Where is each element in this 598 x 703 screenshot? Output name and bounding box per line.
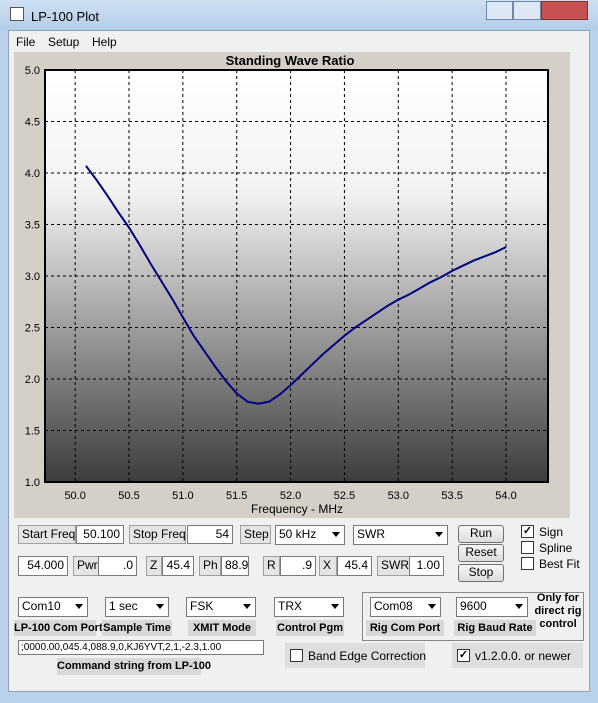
y-tick-label: 3.5 [25, 220, 40, 232]
panel [452, 643, 583, 668]
input[interactable]: 45.4 [162, 556, 194, 576]
checkbox[interactable]: ✓ [457, 649, 470, 662]
label: X [319, 556, 337, 576]
label: Ph [199, 556, 221, 576]
caption: LP-100 Com Port [14, 620, 103, 636]
label: Start Freq [18, 525, 76, 544]
x-tick-label: 53.5 [441, 490, 462, 502]
data-line [85, 165, 507, 405]
checkbox[interactable] [290, 649, 303, 662]
y-tick-label: 4.0 [25, 168, 40, 180]
input[interactable]: .0 [98, 556, 137, 576]
x-tick-label: 50.5 [118, 490, 139, 502]
checkbox[interactable]: ✓ [521, 525, 534, 538]
dropdown[interactable]: Com10 [18, 597, 88, 617]
group-box [362, 592, 584, 641]
x-tick-label: 54.0 [495, 490, 516, 502]
caption: Command string from LP-100 [57, 658, 211, 675]
checkbox[interactable] [521, 557, 534, 570]
checkbox[interactable] [521, 541, 534, 554]
button[interactable]: Reset [458, 544, 504, 562]
y-tick-label: 2.5 [25, 323, 40, 335]
menu-item[interactable]: Setup [48, 35, 80, 49]
chart-title: Standing Wave Ratio [226, 53, 355, 68]
caption: Rig Baud Rate [454, 620, 536, 636]
dropdown[interactable]: SWR [353, 525, 448, 545]
dropdown[interactable]: 1 sec [105, 597, 169, 617]
input[interactable]: 50.100 [76, 525, 124, 544]
checkbox-label: Sign [539, 525, 564, 539]
label: Step [240, 525, 271, 544]
app-icon [10, 7, 24, 21]
checkbox-label: Spline [539, 541, 573, 555]
input[interactable]: 54.000 [18, 556, 68, 576]
panel [285, 643, 425, 668]
menu-item[interactable]: File [16, 35, 36, 49]
input[interactable]: 1.00 [409, 556, 444, 576]
minimize-button[interactable] [486, 1, 513, 20]
dropdown[interactable]: 50 kHz [275, 525, 345, 545]
caption: Control Pgm [276, 620, 344, 636]
caption: XMIT Mode [188, 620, 256, 636]
label: R [263, 556, 280, 576]
y-tick-label: 4.5 [25, 117, 40, 129]
dropdown[interactable]: FSK [186, 597, 256, 617]
plot-border [44, 69, 549, 483]
y-tick-label: 3.0 [25, 271, 40, 283]
dropdown[interactable]: Com08 [370, 597, 441, 617]
button[interactable]: Stop [458, 564, 504, 582]
dropdown[interactable]: 9600 [456, 597, 528, 617]
dropdown[interactable]: TRX [274, 597, 344, 617]
checkbox-label: Band Edge Correction [308, 649, 427, 663]
label: Z [146, 556, 162, 576]
x-tick-label: 52.5 [334, 490, 355, 502]
x-tick-label: 50.0 [64, 490, 85, 502]
input[interactable]: 54 [187, 525, 233, 544]
y-tick-label: 5.0 [25, 65, 40, 77]
input[interactable]: ;0000.00,045.4,088.9,0,KJ6YVT,2,1,-2.3,1… [18, 640, 264, 655]
x-axis-label: Frequency - MHz [251, 502, 343, 516]
checkbox-label: v1.2.0.0. or newer [475, 649, 572, 663]
label: SWR [377, 556, 410, 576]
input[interactable]: 45.4 [337, 556, 372, 576]
y-tick-label: 1.0 [25, 477, 40, 489]
window-title: LP-100 Plot [31, 9, 99, 24]
checkbox-label: Best Fit [539, 557, 580, 571]
maximize-button[interactable] [513, 1, 541, 20]
label: Pwr [73, 556, 99, 576]
x-tick-label: 51.5 [226, 490, 247, 502]
caption: Rig Com Port [366, 620, 444, 636]
x-tick-label: 51.0 [172, 490, 193, 502]
chart: Standing Wave Ratio Frequency - MHz 1.0 1… [25, 53, 549, 516]
y-tick-label: 1.5 [25, 426, 40, 438]
label: Stop Freq [129, 525, 186, 544]
note: Only for direct rig control [534, 592, 582, 630]
y-tick-label: 2.0 [25, 374, 40, 386]
x-tick-label: 53.0 [388, 490, 409, 502]
button[interactable]: Run [458, 525, 504, 543]
input[interactable]: .9 [280, 556, 316, 576]
input[interactable]: 88.9 [221, 556, 249, 576]
x-tick-label: 52.0 [280, 490, 301, 502]
close-button[interactable] [541, 1, 588, 20]
menu-item[interactable]: Help [92, 35, 117, 49]
caption: Sample Time [102, 620, 172, 636]
